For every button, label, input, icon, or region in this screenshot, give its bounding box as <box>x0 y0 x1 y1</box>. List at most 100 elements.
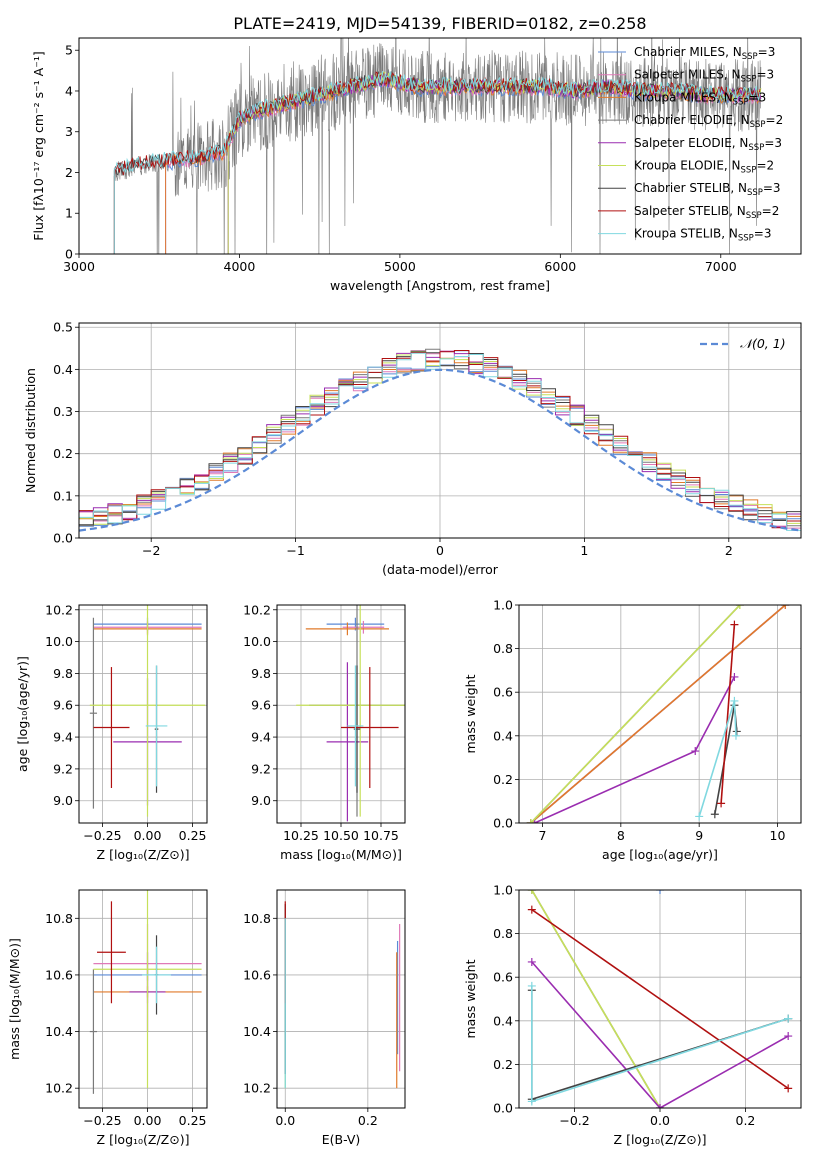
legend-entry: Kroupa STELIB, NSSP=3 <box>634 227 772 244</box>
legend: Chabrier MILES, NSSP=3 Salpeter MILES, NS… <box>598 45 783 244</box>
y-tick-label: 9.4 <box>53 730 73 745</box>
y-tick-label: 10.2 <box>243 1081 271 1096</box>
errorbar-salpeter-stelib <box>341 667 399 788</box>
mw-marker <box>656 890 664 894</box>
y-tick-label: 0.5 <box>53 320 73 335</box>
legend-eq: =3 <box>763 181 781 195</box>
legend-sub: SSP <box>748 143 764 153</box>
y-tick-label: 5 <box>65 43 73 58</box>
x-tick-label: 7 <box>539 828 547 843</box>
mw-marker <box>695 812 704 821</box>
x-tick-label: 5000 <box>384 259 416 274</box>
mw-line <box>714 705 738 815</box>
x-tick-label: 9 <box>695 828 703 843</box>
y-tick-label: 9.4 <box>251 730 271 745</box>
y-tick-label: 10.8 <box>45 911 73 926</box>
hist-step-kroupa-stelib <box>79 352 801 531</box>
y-axis-label: Flux [fλ10⁻¹⁷ erg cm⁻² s⁻¹ A⁻¹] <box>31 51 46 240</box>
mw-line <box>531 961 789 1108</box>
x-tick-label: 7000 <box>705 259 737 274</box>
mw-series-kroupa-elodie <box>526 605 744 823</box>
y-tick-label: 0.3 <box>53 404 73 419</box>
legend-sub: SSP <box>741 75 757 85</box>
mw-marker <box>527 957 536 966</box>
mw-marker <box>735 605 744 609</box>
y-axis-label: Normed distribution <box>23 368 38 493</box>
legend-model: Salpeter STELIB <box>634 204 729 218</box>
mw-marker <box>781 605 790 609</box>
legend-eq: =3 <box>754 227 772 241</box>
y-tick-label: 10.2 <box>45 1081 73 1096</box>
y-tick-label: 0.6 <box>493 685 513 700</box>
y-tick-label: 0.4 <box>53 362 73 377</box>
mass-vs-EBV-panel: 0.0 0.2 10.2 10.4 10.6 10.8 E(B-V) <box>243 889 406 1147</box>
legend-eq: =3 <box>756 68 774 82</box>
legend-n: , N <box>716 90 733 104</box>
mw-series-salpeter-stelib <box>717 620 739 808</box>
y-tick-label: 1.0 <box>493 883 513 898</box>
axes-frame <box>78 37 802 255</box>
legend-eq: =2 <box>766 113 784 127</box>
axes-frame <box>78 604 208 824</box>
hist-step-salpeter-stelib <box>79 350 801 529</box>
plot-area <box>284 901 401 1089</box>
y-tick-label: 9.2 <box>251 761 271 776</box>
legend-n: , N <box>732 136 749 150</box>
x-axis-label: E(B-V) <box>322 1132 361 1147</box>
plot-area <box>79 348 801 532</box>
x-axis-label: (data-model)/error <box>382 562 499 577</box>
legend-entry: Salpeter STELIB, NSSP=2 <box>634 204 779 221</box>
legend-model: Salpeter ELODIE <box>634 136 732 150</box>
legend-eq: =3 <box>758 45 776 59</box>
y-tick-label: 10.4 <box>45 1024 73 1039</box>
residuals-panel: −2 −1 0 1 2 0.0 0.1 0.2 0.3 0.4 0.5 (data-model)/er… <box>23 320 802 577</box>
mw-line <box>530 605 741 823</box>
legend-entry: Kroupa ELODIE, NSSP=2 <box>634 159 774 176</box>
mw-marker <box>732 727 741 736</box>
y-tick-label: 9.8 <box>53 666 73 681</box>
x-axis-label: age [log₁₀(age/yr)] <box>602 847 718 862</box>
mw-marker <box>784 1084 793 1093</box>
legend-entry: Chabrier MILES, NSSP=3 <box>634 45 775 62</box>
errorbar-kroupa-elodie <box>89 605 206 817</box>
mw-series-kroupa-stelib <box>695 696 740 821</box>
legend-n: , N <box>724 159 741 173</box>
legend-eq: =2 <box>756 159 774 173</box>
legend-model: Kroupa STELIB <box>634 227 721 241</box>
x-tick-label: −2 <box>142 543 160 558</box>
errorbar-salpeter-miles <box>342 620 385 634</box>
errorbar-salpeter-elodie <box>326 662 369 822</box>
mw-marker <box>527 890 536 894</box>
mw-series-chabrier-stelib <box>710 701 741 819</box>
legend-eq: =3 <box>764 136 782 150</box>
x-tick-label: 10.75 <box>363 828 399 843</box>
x-axis-label: Z [log₁₀(Z/Z⊙)] <box>97 1132 190 1147</box>
y-tick-label: 10.6 <box>243 967 271 982</box>
legend-entry: Salpeter MILES, NSSP=3 <box>634 68 774 85</box>
y-tick-label: 10.2 <box>243 602 271 617</box>
y-axis-label: mass [log₁₀(M/M⊙)] <box>7 938 22 1060</box>
x-tick-label: 0.00 <box>134 1113 162 1128</box>
y-tick-label: 10.0 <box>243 634 271 649</box>
y-axis-label: age [log₁₀(age/yr)] <box>15 656 30 772</box>
x-tick-label: −0.2 <box>559 1113 589 1128</box>
mw-series-salpeter-elodie <box>527 957 793 1108</box>
y-axis-label: mass weight <box>463 674 478 753</box>
x-tick-label: 0.2 <box>736 1113 756 1128</box>
legend-model: Kroupa MILES <box>634 90 716 104</box>
errorbar-kroupa-stelib <box>347 665 364 787</box>
x-axis-label: wavelength [Angstrom, rest frame] <box>330 278 550 293</box>
y-tick-label: 0 <box>65 247 73 262</box>
normal-curve <box>79 368 801 532</box>
x-axis-label: Z [log₁₀(Z/Z⊙)] <box>97 847 190 862</box>
errorbar-salpeter-stelib <box>93 667 130 788</box>
legend-model: Kroupa ELODIE <box>634 159 724 173</box>
errorbar-kroupa-miles <box>305 622 389 636</box>
mw-line <box>531 908 789 1090</box>
mw-marker <box>784 1014 793 1023</box>
mw-marker <box>530 819 539 823</box>
x-axis-label: mass [log₁₀(M/M⊙)] <box>280 847 402 862</box>
mw-marker <box>730 696 739 705</box>
legend-entry: Chabrier ELODIE, NSSP=2 <box>634 113 783 130</box>
